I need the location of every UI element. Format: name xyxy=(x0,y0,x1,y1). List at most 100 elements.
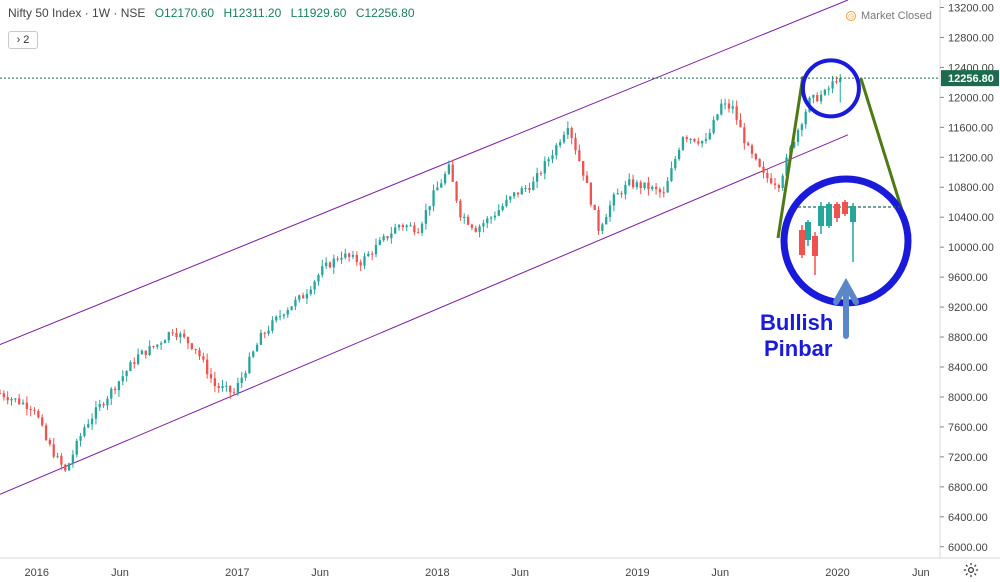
candle xyxy=(505,195,508,208)
pinbar-annotation xyxy=(776,58,912,339)
candle xyxy=(647,176,650,196)
chart-header: Nifty 50 Index · 1W · NSE O12170.60 H123… xyxy=(8,6,415,20)
candle-body xyxy=(232,392,236,394)
candle xyxy=(255,342,259,352)
candle-body xyxy=(723,103,727,105)
candle-body xyxy=(839,78,842,83)
candle-body xyxy=(424,210,428,224)
candle xyxy=(466,214,470,226)
candle xyxy=(397,223,401,231)
candle xyxy=(704,132,708,144)
candle-body xyxy=(593,204,596,210)
zoom-candle xyxy=(805,220,811,246)
candle xyxy=(340,251,343,264)
candle-body xyxy=(420,223,424,233)
candle xyxy=(658,187,662,198)
candle xyxy=(244,370,247,381)
zoom-candle-body xyxy=(834,204,840,218)
candle xyxy=(700,140,704,148)
candle xyxy=(117,380,121,397)
candle-body xyxy=(685,137,688,140)
candle-body xyxy=(474,227,477,232)
candle xyxy=(417,228,420,234)
candle-body xyxy=(255,344,259,352)
candle xyxy=(106,395,109,411)
candle-body xyxy=(796,130,800,142)
candle xyxy=(121,370,124,386)
zoom-candle-body xyxy=(799,230,805,255)
y-tick-label: 9600.00 xyxy=(948,272,988,284)
candle-body xyxy=(831,81,834,89)
candle-body xyxy=(167,332,170,341)
y-tick-label: 8000.00 xyxy=(948,392,988,404)
candle xyxy=(186,336,190,350)
candle-body xyxy=(240,377,243,383)
x-tick-label: 2020 xyxy=(825,567,849,579)
x-tick-label: Jun xyxy=(511,567,529,579)
candle xyxy=(156,344,159,350)
candle-body xyxy=(133,362,136,364)
y-tick-label: 8800.00 xyxy=(948,332,988,344)
candle-body xyxy=(835,81,838,83)
candle-body xyxy=(674,159,677,169)
candle-body xyxy=(136,354,140,364)
candle-body xyxy=(152,346,155,348)
candle xyxy=(670,161,673,182)
candle-body xyxy=(608,205,612,218)
candle xyxy=(478,224,481,238)
candle xyxy=(110,386,113,406)
candle-body xyxy=(229,385,232,393)
candle-body xyxy=(94,407,98,419)
zoom-candle-body xyxy=(818,206,824,226)
candle xyxy=(739,113,742,128)
candle-body xyxy=(585,175,589,183)
candle-body xyxy=(700,140,704,144)
candle-body xyxy=(347,253,351,257)
candle xyxy=(708,128,711,141)
zoom-candle xyxy=(834,202,840,222)
candle-body xyxy=(67,463,71,471)
candle-body xyxy=(482,223,485,227)
candle-body xyxy=(382,236,385,241)
ohlc-close: C12256.80 xyxy=(355,6,415,20)
candle-body xyxy=(394,227,397,234)
candle-body xyxy=(589,182,593,205)
indicator-collapse-button[interactable]: › 2 xyxy=(8,31,38,49)
candle xyxy=(371,251,374,261)
candle xyxy=(681,136,685,151)
candle xyxy=(443,171,447,186)
candle xyxy=(0,389,2,395)
candle-body xyxy=(64,464,67,471)
y-tick-label: 7200.00 xyxy=(948,452,988,464)
candle xyxy=(37,409,40,419)
candle xyxy=(263,331,266,339)
candle-body xyxy=(29,408,32,410)
candle-body xyxy=(328,262,332,268)
candle-body xyxy=(386,236,389,239)
candle xyxy=(486,216,489,229)
candle-body xyxy=(367,253,370,257)
candle-body xyxy=(624,184,627,195)
candle xyxy=(390,226,393,244)
candle xyxy=(248,352,251,375)
candle xyxy=(18,393,21,405)
candle xyxy=(463,213,466,224)
candle-body xyxy=(766,172,769,179)
candle-body xyxy=(25,402,29,409)
clock-icon: ◷ xyxy=(846,11,856,21)
candle-body xyxy=(743,127,746,144)
y-tick-label: 6800.00 xyxy=(948,482,988,494)
gear-icon[interactable] xyxy=(962,561,980,579)
candle-body xyxy=(171,332,174,334)
candle-body xyxy=(110,388,113,399)
candle xyxy=(654,183,658,195)
candle xyxy=(750,143,754,159)
candle-body xyxy=(532,181,535,191)
candle-body xyxy=(505,199,508,207)
candle xyxy=(252,350,255,359)
candle-body xyxy=(463,216,466,218)
ohlc-high: H12311.20 xyxy=(223,6,282,20)
candle-body xyxy=(83,427,86,436)
zoom-candle-body xyxy=(805,222,811,240)
